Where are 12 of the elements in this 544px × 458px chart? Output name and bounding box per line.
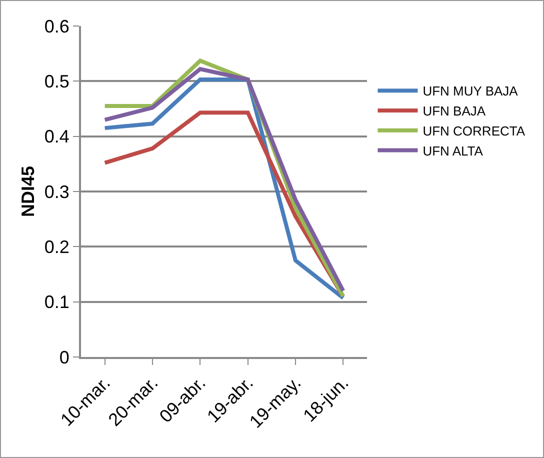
y-tick-label: 0.5 (44, 71, 70, 92)
y-axis-title: NDI45 (18, 166, 38, 218)
y-tick-label: 0.4 (44, 126, 70, 147)
y-tick-label: 0.3 (44, 182, 70, 202)
legend-label: UFN ALTA (422, 143, 484, 158)
y-tick-label: 0.6 (44, 16, 70, 36)
legend-label: UFN BAJA (422, 104, 486, 119)
legend-label: UFN CORRECTA (422, 123, 526, 138)
y-tick-label: 0.1 (44, 292, 70, 312)
legend-label: UFN MUY BAJA (422, 84, 518, 99)
y-tick-label: 0.2 (44, 236, 70, 257)
y-tick-label: 0 (59, 347, 70, 368)
